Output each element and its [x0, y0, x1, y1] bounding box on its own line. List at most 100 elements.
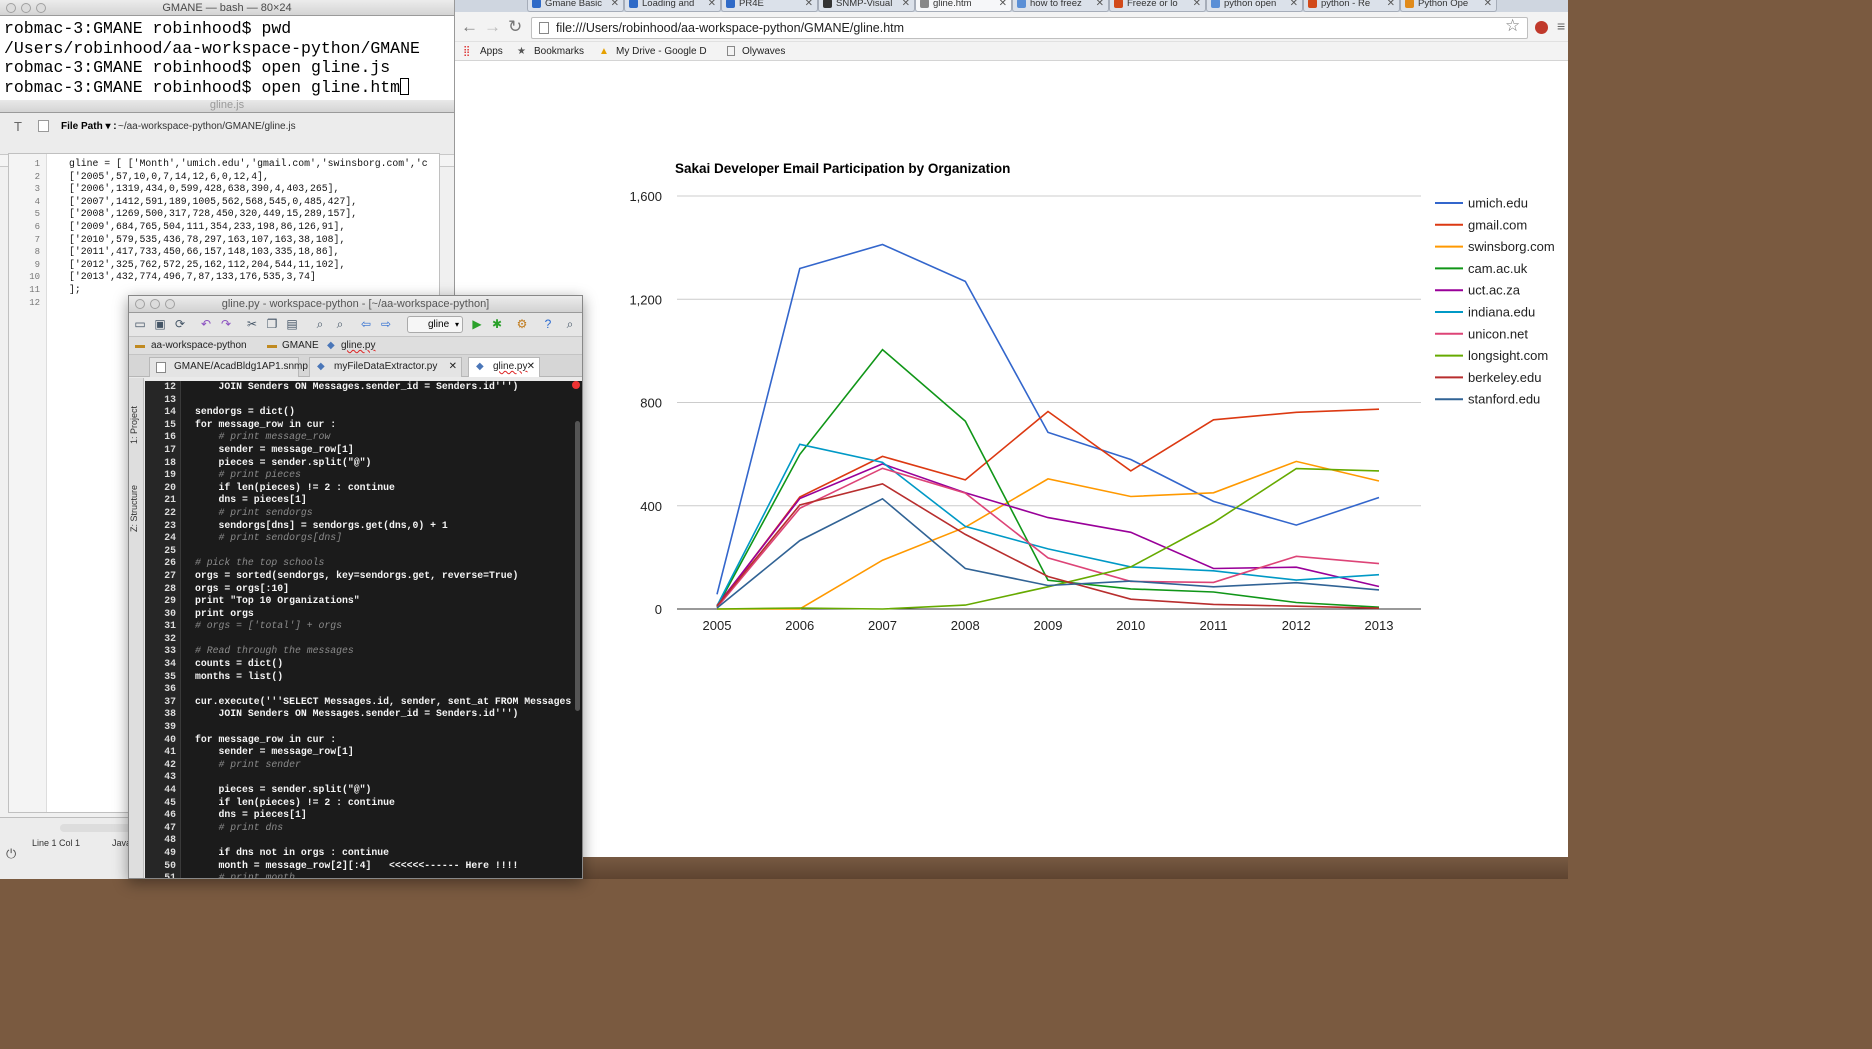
y-tick-label: 1,200	[629, 292, 662, 307]
minimize-button[interactable]	[21, 3, 31, 13]
code-line	[195, 545, 571, 558]
close-tab-icon[interactable]: ✕	[1192, 0, 1201, 9]
error-indicator-icon[interactable]	[572, 381, 580, 389]
close-tab-icon[interactable]: ✕	[448, 361, 457, 372]
power-icon[interactable]: ⏻	[6, 846, 17, 861]
close-tab-icon[interactable]: ✕	[1386, 0, 1395, 9]
bookmark-bookmarks[interactable]: Bookmarks	[534, 46, 585, 57]
editor-code-text[interactable]: gline = [ ['Month','umich.edu','gmail.co…	[69, 158, 428, 309]
back-arrow-icon[interactable]: ←	[461, 17, 478, 36]
editor-toolbar: T File Path ▾ : ~/aa-workspace-python/GM…	[0, 113, 454, 155]
browser-tab[interactable]: Gmane Basic ✕	[527, 0, 624, 12]
find-icon[interactable]: ⌕	[316, 317, 324, 331]
x-tick-label: 2010	[1116, 618, 1145, 633]
zoom-button[interactable]	[36, 3, 46, 13]
close-tab-icon[interactable]: ✕	[526, 361, 535, 372]
bookmark-star-icon[interactable]: ☆	[1505, 16, 1521, 35]
terminal-output[interactable]: robmac-3:GMANE robinhood$ pwd/Users/robi…	[0, 16, 454, 97]
back-icon[interactable]: ⇦	[360, 317, 372, 331]
series-line-indiana-edu	[716, 443, 1380, 607]
minimize-button[interactable]	[150, 299, 160, 309]
browser-tab[interactable]: how to freez ✕	[1012, 0, 1109, 12]
line-numbers: 12 13 14 15 16 17 18 19 20 21 22 23 24 25 26 27 28 29 30 31…	[145, 381, 181, 878]
search-icon[interactable]: ⌕	[566, 317, 574, 331]
text-tool-icon[interactable]: T	[14, 119, 22, 134]
menu-icon[interactable]: ≡	[1557, 18, 1566, 34]
breadcrumb-item[interactable]: GMANE	[282, 340, 319, 351]
breadcrumb-item[interactable]: aa-workspace-python	[151, 340, 247, 351]
tab-myfiledataextractor[interactable]: ◆ myFileDataExtractor.py ✕	[309, 357, 462, 377]
breadcrumb-item[interactable]: gline.py	[341, 340, 376, 351]
forward-icon[interactable]: ⇨	[380, 317, 392, 331]
browser-tab[interactable]: python open ✕	[1206, 0, 1303, 12]
zoom-button[interactable]	[165, 299, 175, 309]
document-icon[interactable]	[38, 120, 49, 132]
close-button[interactable]	[135, 299, 145, 309]
pycharm-code-editor[interactable]: 12 13 14 15 16 17 18 19 20 21 22 23 24 25 26 27 28 29 30 31…	[145, 381, 582, 878]
paste-icon[interactable]: ▤	[286, 317, 298, 331]
close-tab-icon[interactable]: ✕	[610, 0, 619, 9]
close-tab-icon[interactable]: ✕	[1289, 0, 1298, 9]
run-config-select[interactable]: gline ▾	[407, 316, 463, 333]
close-tab-icon[interactable]: ✕	[707, 0, 716, 9]
tab-label: gline.py	[493, 361, 528, 372]
python-file-icon: ◆	[327, 340, 335, 351]
terminal-window[interactable]: GMANE — bash — 80×24 robmac-3:GMANE robi…	[0, 0, 455, 100]
pycharm-ide-window[interactable]: gline.py - workspace-python - [~/aa-work…	[128, 295, 583, 879]
tab-acadbldg-snmp[interactable]: GMANE/AcadBldg1AP1.snmp	[149, 357, 308, 377]
line-number: 37	[164, 695, 176, 707]
run-icon[interactable]: ▶	[472, 317, 482, 331]
browser-tab[interactable]: PR4E ✕	[721, 0, 818, 12]
bookmark-apps[interactable]: Apps	[480, 46, 503, 57]
copy-icon[interactable]: ❐	[266, 317, 278, 331]
code-line: # print pieces	[195, 469, 301, 481]
sync-icon[interactable]: ⟳	[174, 317, 186, 331]
code-line: print orgs	[195, 607, 254, 619]
settings-icon[interactable]: ⚙	[516, 317, 528, 331]
tab-label: myFileDataExtractor.py	[334, 361, 438, 372]
debug-icon[interactable]: ✱	[491, 317, 503, 331]
browser-tab[interactable]: Freeze or lo ✕	[1109, 0, 1206, 12]
redo-icon[interactable]: ↷	[220, 317, 232, 331]
browser-tab[interactable]: gline.htm ✕	[915, 0, 1012, 12]
folder-icon: ▬	[267, 340, 277, 351]
code-line: pieces = sender.split("@")	[195, 456, 372, 468]
open-folder-icon[interactable]: ▭	[134, 317, 146, 331]
language-mode[interactable]: Java	[112, 838, 132, 848]
browser-window[interactable]: Gmane Basic ✕ Loading and ✕ PR4E ✕ SNMP-Visual…	[455, 0, 1568, 857]
legend-entry: stanford.edu	[1468, 392, 1540, 407]
browser-tab-label: python - Re	[1321, 0, 1371, 9]
bookmark-my-drive[interactable]: My Drive - Google D	[616, 46, 707, 57]
bookmark-olywaves[interactable]: Olywaves	[742, 46, 786, 57]
browser-tab[interactable]: Python Ope ✕	[1400, 0, 1497, 12]
structure-tool-tab[interactable]: Z: Structure	[129, 484, 139, 532]
close-tab-icon[interactable]: ✕	[901, 0, 910, 9]
close-tab-icon[interactable]: ✕	[1483, 0, 1492, 9]
browser-tab[interactable]: SNMP-Visual ✕	[818, 0, 915, 12]
tab-gline-py[interactable]: ◆ gline.py ✕	[468, 357, 540, 377]
file-path-label[interactable]: File Path ▾ :	[61, 121, 117, 132]
code-text[interactable]: JOIN Senders ON Messages.sender_id = Sen…	[195, 381, 571, 878]
replace-icon[interactable]: ⌕	[336, 317, 344, 331]
favicon-icon	[726, 0, 735, 8]
project-tool-tab[interactable]: 1: Project	[129, 405, 139, 444]
close-tab-icon[interactable]: ✕	[1095, 0, 1104, 9]
browser-tab-label: Freeze or lo	[1127, 0, 1178, 9]
forward-arrow-icon[interactable]: →	[484, 17, 501, 36]
close-button[interactable]	[6, 3, 16, 13]
help-icon[interactable]: ?	[544, 317, 552, 331]
reload-icon[interactable]: ↻	[508, 17, 523, 36]
line-number: 32	[164, 632, 176, 644]
undo-icon[interactable]: ↶	[200, 317, 212, 331]
extension-icon[interactable]	[1535, 21, 1548, 34]
close-tab-icon[interactable]: ✕	[804, 0, 813, 9]
browser-tab[interactable]: python - Re ✕	[1303, 0, 1400, 12]
cut-icon[interactable]: ✂	[246, 317, 258, 331]
line-number: 39	[164, 721, 176, 733]
vertical-scrollbar[interactable]	[575, 421, 580, 711]
address-bar[interactable]: file:///Users/robinhood/aa-workspace-pyt…	[531, 17, 1528, 39]
browser-tab[interactable]: Loading and ✕	[624, 0, 721, 12]
save-icon[interactable]: ▣	[154, 317, 166, 331]
close-tab-icon[interactable]: ✕	[998, 0, 1007, 9]
line-number: 26	[164, 557, 176, 569]
